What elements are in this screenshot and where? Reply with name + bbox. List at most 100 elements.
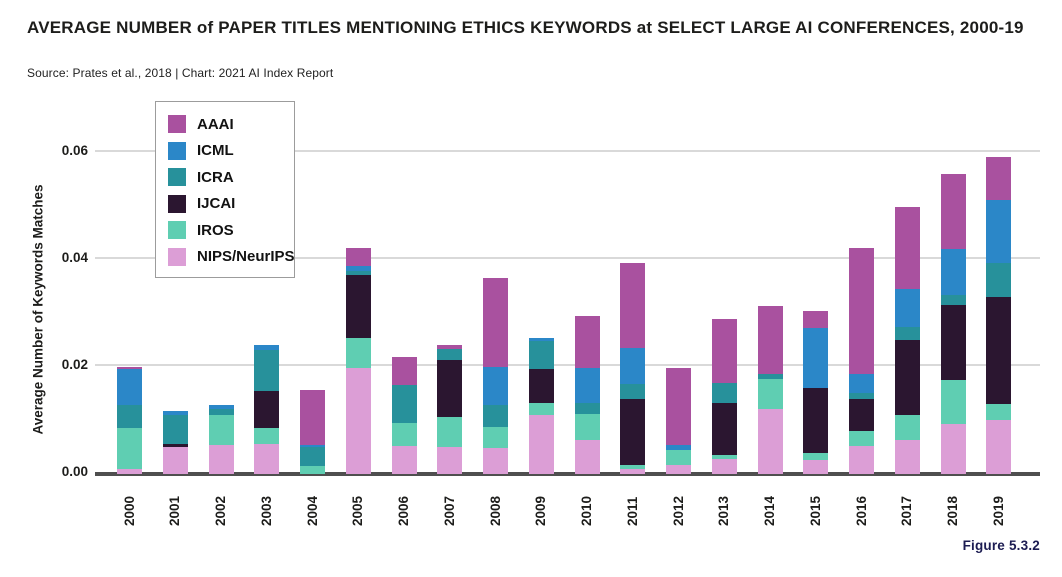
bar-segment-2007-NIPS-NeurIPS <box>437 446 463 474</box>
bar-segment-2001-IJCAI <box>162 444 188 447</box>
x-tick-label-2016: 2016 <box>853 495 869 526</box>
bar-segment-2017-IJCAI <box>894 339 920 416</box>
legend-swatch <box>168 221 186 240</box>
bar-segment-2011-ICML <box>620 347 646 385</box>
bar-segment-2001-ICRA <box>162 414 188 445</box>
y-tick-label: 0.06 <box>61 143 88 159</box>
bar-segment-2014-NIPS-NeurIPS <box>757 408 783 474</box>
bar-segment-2019-ICML <box>986 199 1012 264</box>
bar-segment-2009-IROS <box>528 402 554 416</box>
bar-segment-2016-IJCAI <box>849 399 875 431</box>
bar-segment-2007-IJCAI <box>437 360 463 417</box>
bar-segment-2011-IJCAI <box>620 399 646 465</box>
bar-segment-2005-NIPS-NeurIPS <box>345 368 371 474</box>
x-tick-label-2017: 2017 <box>899 495 915 526</box>
x-tick-label-2004: 2004 <box>304 495 320 526</box>
bar-segment-2002-IROS <box>208 415 234 446</box>
x-tick-label-2009: 2009 <box>533 495 549 526</box>
bar-segment-2003-IJCAI <box>254 391 280 429</box>
legend-swatch <box>168 115 186 134</box>
bar-segment-2018-ICML <box>940 248 966 295</box>
bar-segment-2013-NIPS-NeurIPS <box>711 458 737 474</box>
bar-segment-2002-NIPS-NeurIPS <box>208 445 234 474</box>
bar-segment-2005-IROS <box>345 337 371 369</box>
legend-item-ICML: ICML <box>168 138 294 165</box>
legend-item-IJCAI: IJCAI <box>168 191 294 218</box>
bar-segment-2018-IROS <box>940 379 966 425</box>
bar-segment-2007-ICRA <box>437 349 463 361</box>
bar-segment-2013-AAAI <box>711 319 737 384</box>
bar-segment-2018-NIPS-NeurIPS <box>940 424 966 474</box>
bar-segment-2019-AAAI <box>986 156 1012 200</box>
legend-swatch <box>168 194 186 213</box>
bar-segment-2015-AAAI <box>803 310 829 329</box>
bar-segment-2003-ICRA <box>254 349 280 392</box>
bar-segment-2018-IJCAI <box>940 304 966 380</box>
legend-label: IROS <box>197 221 234 239</box>
bar-segment-2016-ICML <box>849 374 875 393</box>
x-tick-label-2000: 2000 <box>121 495 137 526</box>
legend-label: ICML <box>197 142 234 160</box>
bar-segment-2000-AAAI <box>117 366 142 370</box>
bar-segment-2008-ICML <box>483 367 509 405</box>
bar-segment-2012-NIPS-NeurIPS <box>666 464 692 474</box>
bar-segment-2004-IROS <box>300 466 326 474</box>
bar-segment-2009-NIPS-NeurIPS <box>528 415 554 474</box>
bar-segment-2000-ICRA <box>117 404 142 429</box>
bar-segment-2016-ICRA <box>849 392 875 400</box>
bar-segment-2007-IROS <box>437 416 463 447</box>
x-axis-line <box>95 471 1040 476</box>
bar-segment-2008-ICRA <box>483 404 509 428</box>
legend-label: NIPS/NeurIPS <box>197 248 295 266</box>
bar-segment-2010-NIPS-NeurIPS <box>574 439 600 474</box>
bar-segment-2004-ICML <box>300 444 326 447</box>
bar-segment-2011-IROS <box>620 464 646 470</box>
x-tick-label-2007: 2007 <box>441 495 457 526</box>
bar-segment-2016-AAAI <box>849 248 875 375</box>
bar-segment-2013-ICRA <box>711 383 737 403</box>
gridline-0.02 <box>95 364 1040 367</box>
x-tick-label-2018: 2018 <box>945 495 961 526</box>
bar-segment-2010-ICML <box>574 368 600 403</box>
bar-segment-2017-ICRA <box>894 326 920 340</box>
bar-segment-2005-ICML <box>345 266 371 272</box>
bar-segment-2012-AAAI <box>666 367 692 446</box>
bar-segment-2008-IROS <box>483 427 509 448</box>
bar-segment-2009-ICML <box>528 337 554 342</box>
bar-segment-2016-NIPS-NeurIPS <box>849 445 875 474</box>
gridline-0.04 <box>95 257 1040 260</box>
legend-item-IROS: IROS <box>168 217 294 244</box>
bar-segment-2010-ICRA <box>574 402 600 415</box>
gridline-0.06 <box>95 150 1040 153</box>
bar-segment-2014-AAAI <box>757 305 783 374</box>
bar-segment-2018-AAAI <box>940 173 966 249</box>
bar-segment-2003-ICML <box>254 345 280 350</box>
bar-segment-2017-NIPS-NeurIPS <box>894 439 920 474</box>
legend-label: AAAI <box>197 115 234 133</box>
bar-segment-2005-IJCAI <box>345 275 371 338</box>
bar-segment-2008-AAAI <box>483 277 509 368</box>
bar-segment-2006-IROS <box>391 423 417 446</box>
legend-item-ICRA: ICRA <box>168 164 294 191</box>
x-tick-label-2012: 2012 <box>670 495 686 526</box>
x-tick-label-2001: 2001 <box>167 495 183 526</box>
bar-segment-2017-ICML <box>894 288 920 327</box>
bar-segment-2000-NIPS-NeurIPS <box>117 469 142 474</box>
bar-segment-2017-IROS <box>894 415 920 440</box>
bar-segment-2013-IROS <box>711 455 737 459</box>
bar-segment-2013-IJCAI <box>711 402 737 456</box>
bar-segment-2019-ICRA <box>986 263 1012 297</box>
x-tick-label-2013: 2013 <box>716 495 732 526</box>
legend-swatch <box>168 247 186 266</box>
bar-segment-2001-ICML <box>162 410 188 415</box>
bar-segment-2016-IROS <box>849 430 875 446</box>
bar-segment-2001-NIPS-NeurIPS <box>162 446 188 474</box>
bar-segment-2018-ICRA <box>940 294 966 305</box>
bar-segment-2015-IROS <box>803 452 829 461</box>
bar-segment-2010-AAAI <box>574 316 600 369</box>
legend-swatch <box>168 168 186 187</box>
x-tick-label-2008: 2008 <box>487 495 503 526</box>
bar-segment-2006-AAAI <box>391 356 417 385</box>
bar-segment-2000-ICML <box>117 369 142 405</box>
